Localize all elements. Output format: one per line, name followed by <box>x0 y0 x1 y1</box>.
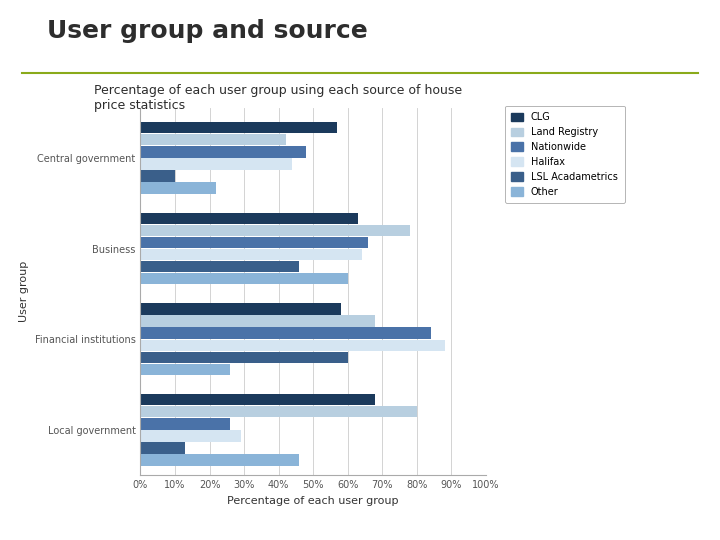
Text: Percentage of each user group using each source of house
price statistics: Percentage of each user group using each… <box>94 84 462 112</box>
Bar <box>140 273 348 285</box>
Text: User group and source: User group and source <box>47 19 367 43</box>
Bar <box>140 146 306 158</box>
Bar <box>140 122 338 133</box>
Bar <box>140 406 417 417</box>
Bar <box>140 134 286 145</box>
Legend: CLG, Land Registry, Nationwide, Halifax, LSL Acadametrics, Other: CLG, Land Registry, Nationwide, Halifax,… <box>505 105 625 204</box>
Bar <box>140 418 230 429</box>
Bar <box>140 454 300 466</box>
Bar <box>140 249 361 260</box>
Bar <box>140 303 341 315</box>
X-axis label: Percentage of each user group: Percentage of each user group <box>228 496 399 505</box>
Bar <box>140 340 444 351</box>
Bar <box>140 442 185 454</box>
Bar <box>140 261 300 272</box>
Bar <box>140 213 358 224</box>
Y-axis label: User group: User group <box>19 261 29 322</box>
Bar <box>140 183 217 194</box>
Bar <box>140 158 292 170</box>
Bar <box>140 394 375 406</box>
Bar <box>140 363 230 375</box>
Bar <box>140 327 431 339</box>
Bar <box>140 225 410 236</box>
Bar <box>140 237 369 248</box>
Bar <box>140 170 175 182</box>
Bar <box>140 430 240 442</box>
Bar <box>140 315 375 327</box>
Bar <box>140 352 348 363</box>
